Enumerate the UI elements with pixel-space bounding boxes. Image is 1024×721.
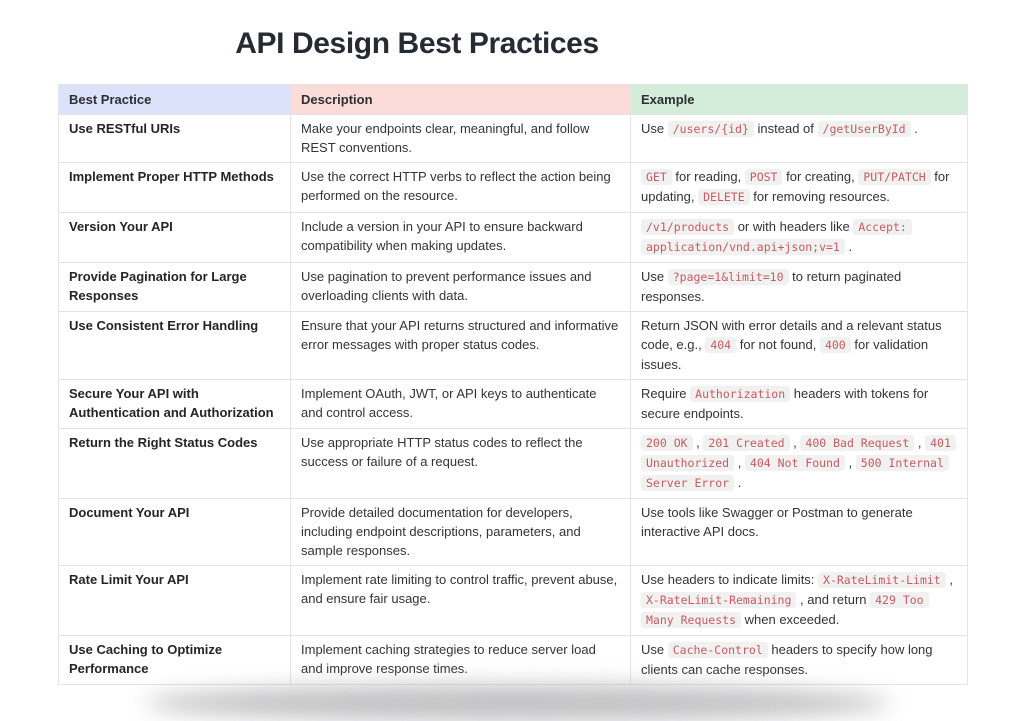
example-text: , and return [796, 592, 871, 607]
example-text: , [692, 435, 704, 450]
example-text: headers to specify how long clients can … [641, 642, 933, 677]
code-chip: POST [744, 169, 783, 185]
code-chip: Cache-Control [667, 642, 768, 658]
code-chip: 400 Bad Request [800, 435, 915, 451]
code-chip: X-RateLimit-Limit [818, 572, 946, 588]
example-text: instead of [753, 121, 818, 136]
example-text: , [734, 455, 745, 470]
header-row: Best Practice Description Example [58, 84, 968, 115]
code-chip: GET [641, 169, 672, 185]
practice-cell: Version Your API [58, 212, 291, 263]
example-text: , [914, 435, 926, 450]
description-cell: Include a version in your API to ensure … [290, 212, 631, 263]
code-chip: /v1/products [641, 219, 735, 235]
example-cell: /v1/products or with headers like Accept… [630, 212, 968, 263]
description-cell: Use the correct HTTP verbs to reflect th… [290, 162, 631, 213]
example-text: Require [641, 386, 691, 401]
example-text: when exceeded. [741, 612, 840, 627]
code-chip: Authorization [690, 386, 791, 402]
example-text: for creating, [782, 169, 859, 184]
column-header-best-practice: Best Practice [58, 84, 291, 115]
example-cell: GET for reading, POST for creating, PUT/… [630, 162, 968, 213]
example-text: , [789, 435, 801, 450]
description-cell: Use appropriate HTTP status codes to ref… [290, 428, 631, 499]
example-text: Use [641, 642, 668, 657]
description-cell: Make your endpoints clear, meaningful, a… [290, 114, 631, 163]
code-chip: 400 [819, 337, 851, 353]
best-practices-table: Best Practice Description Example Use RE… [58, 84, 968, 685]
window-bottom-shadow [145, 685, 890, 721]
example-cell: Return JSON with error details and a rel… [630, 311, 968, 380]
table-row: Use RESTful URIs Make your endpoints clea… [58, 114, 968, 163]
page-title: API Design Best Practices [235, 27, 599, 60]
practice-cell: Secure Your API with Authentication and … [58, 379, 291, 429]
example-text: Return JSON with error details and a rel… [641, 318, 942, 352]
description-cell: Implement OAuth, JWT, or API keys to aut… [290, 379, 631, 429]
example-text: for updating, [641, 169, 950, 204]
code-chip: 404 [705, 337, 737, 353]
example-text: . [844, 239, 853, 254]
example-text: Use headers to indicate limits: [641, 572, 819, 587]
code-chip: X-RateLimit-Remaining [641, 592, 797, 608]
example-text: for not found, [736, 337, 820, 352]
code-chip: PUT/PATCH [858, 169, 931, 185]
description-cell: Use pagination to prevent performance is… [290, 262, 631, 312]
example-text: for reading, [671, 169, 745, 184]
practice-cell: Return the Right Status Codes [58, 428, 291, 499]
example-cell: Use headers to indicate limits: X-RateLi… [630, 565, 968, 636]
table-row: Document Your API Provide detailed docume… [58, 498, 968, 566]
example-text: Use [641, 269, 668, 284]
example-text: or with headers like [734, 219, 854, 234]
example-text: for validation issues. [641, 337, 929, 372]
description-cell: Implement caching strategies to reduce s… [290, 635, 631, 685]
practice-cell: Rate Limit Your API [58, 565, 291, 636]
table-body: Use RESTful URIs Make your endpoints clea… [58, 114, 968, 685]
practice-cell: Provide Pagination for Large Responses [58, 262, 291, 312]
practice-cell: Use Caching to Optimize Performance [58, 635, 291, 685]
example-text: , [844, 455, 856, 470]
description-cell: Ensure that your API returns structured … [290, 311, 631, 380]
column-header-description: Description [290, 84, 631, 115]
example-cell: Use ?page=1&limit=10 to return paginated… [630, 262, 968, 312]
example-cell: Require Authorization headers with token… [630, 379, 968, 429]
code-chip: 200 OK [641, 435, 693, 451]
example-text: . [910, 121, 918, 136]
example-cell: Use Cache-Control headers to specify how… [630, 635, 968, 685]
practice-cell: Implement Proper HTTP Methods [58, 162, 291, 213]
column-header-example: Example [630, 84, 968, 115]
practice-cell: Use Consistent Error Handling [58, 311, 291, 380]
code-chip: ?page=1&limit=10 [667, 269, 789, 285]
example-cell: Use /users/{id} instead of /getUserById … [630, 114, 968, 163]
example-text: to return paginated responses. [641, 269, 902, 304]
code-chip: 201 Created [703, 435, 790, 451]
example-text: for removing resources. [749, 189, 890, 204]
example-cell: Use tools like Swagger or Postman to gen… [630, 498, 968, 566]
code-chip: /getUserById [817, 121, 911, 137]
table-row: Return the Right Status Codes Use appropr… [58, 428, 968, 499]
table-row: Implement Proper HTTP Methods Use the cor… [58, 162, 968, 213]
practice-cell: Use RESTful URIs [58, 114, 291, 163]
table-row: Rate Limit Your API Implement rate limiti… [58, 565, 968, 636]
code-chip: 404 Not Found [744, 455, 845, 471]
table-row: Use Consistent Error Handling Ensure that… [58, 311, 968, 380]
table-row: Secure Your API with Authentication and … [58, 379, 968, 429]
table-row: Version Your API Include a version in you… [58, 212, 968, 263]
table-row: Provide Pagination for Large Responses Us… [58, 262, 968, 312]
example-text: Use [641, 121, 668, 136]
description-cell: Provide detailed documentation for devel… [290, 498, 631, 566]
example-text: Use tools like Swagger or Postman to gen… [641, 505, 913, 539]
code-chip: /users/{id} [667, 121, 754, 137]
example-cell: 200 OK , 201 Created , 400 Bad Request ,… [630, 428, 968, 499]
example-text: . [734, 475, 742, 490]
example-text: headers with tokens for secure endpoints… [641, 386, 929, 421]
description-cell: Implement rate limiting to control traff… [290, 565, 631, 636]
example-text: , [945, 572, 953, 587]
practice-cell: Document Your API [58, 498, 291, 566]
table-row: Use Caching to Optimize Performance Imple… [58, 635, 968, 685]
code-chip: DELETE [698, 189, 750, 205]
